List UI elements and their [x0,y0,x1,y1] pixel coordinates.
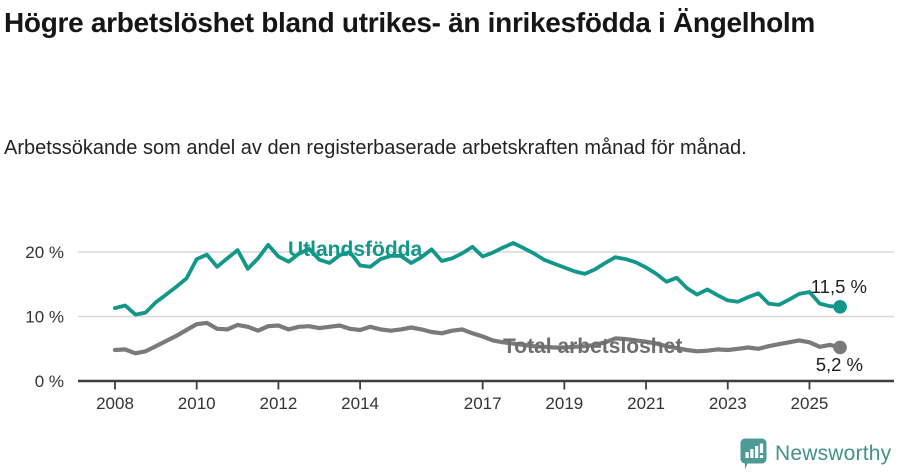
x-tick-label: 2021 [627,394,665,413]
end-value-label-utlandsfodda: 11,5 % [811,276,867,297]
x-tick-label: 2025 [791,394,829,413]
y-tick-label: 10 % [25,308,64,327]
axis-ticks-layer: 0 % 10 % 20 % 2008 2010 2012 2014 2017 2019 2021 2… [25,243,828,413]
x-tick-label: 2010 [178,394,216,413]
newsworthy-logo-text: Newsworthy [775,442,892,465]
series-label-utlandsfodda: Utlandsfödda [288,238,422,261]
x-tick-label: 2012 [259,394,297,413]
newsworthy-branding: Newsworthy [740,438,891,470]
newsworthy-logo-icon [740,438,767,470]
x-tick-label: 2014 [341,394,379,413]
page-title: Högre arbetslöshet bland utrikes- än inr… [4,7,815,38]
end-dots-layer [833,300,847,355]
x-tick-label: 2023 [709,394,747,413]
series-line-utlandsfodda [113,241,842,317]
series-end-dot-utlandsfodda [833,300,847,314]
series-lines-layer [112,241,843,356]
x-tick-label: 2017 [464,394,502,413]
series-label-total-arbetsloshet: Total arbetslöshet [503,335,682,358]
x-tick-label: 2008 [96,394,134,413]
gridlines-layer [78,251,894,318]
series-end-dot-total [833,340,847,355]
y-tick-label: 0 % [35,372,64,391]
end-value-label-total: 5,2 % [816,354,863,375]
page-subtitle: Arbetssökande som andel av den registerb… [4,137,747,159]
x-tick-label: 2019 [545,394,583,413]
series-line-total [112,320,843,356]
y-tick-label: 20 % [25,243,64,262]
